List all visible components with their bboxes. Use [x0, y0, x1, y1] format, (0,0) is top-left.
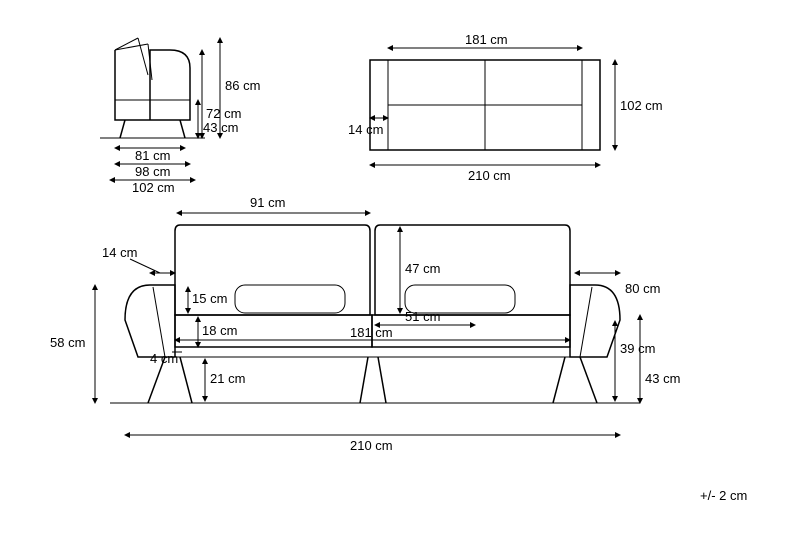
dim-side-h-total: 86 cm — [225, 78, 260, 93]
dim-top-d: 102 cm — [620, 98, 663, 113]
front-view: 91 cm 47 cm 51 cm 181 cm 210 cm 14 cm 15… — [50, 195, 680, 453]
dim-front-80: 80 cm — [625, 281, 660, 296]
top-view: 181 cm 210 cm 102 cm 14 cm — [348, 32, 663, 183]
dim-front-181: 181 cm — [350, 325, 393, 340]
dim-front-4: 4 cm — [150, 351, 178, 366]
dimension-diagram: 86 cm 72 cm 43 cm 81 cm 98 cm 102 cm 181… — [0, 0, 800, 533]
dim-front-21: 21 cm — [210, 371, 245, 386]
dim-front-39: 39 cm — [620, 341, 655, 356]
dim-top-outer: 210 cm — [468, 168, 511, 183]
dim-front-210: 210 cm — [350, 438, 393, 453]
dim-front-15: 15 cm — [192, 291, 227, 306]
dim-front-91: 91 cm — [250, 195, 285, 210]
dim-side-d2: 102 cm — [132, 180, 175, 195]
dim-front-14: 14 cm — [102, 245, 137, 260]
dim-side-d-seat: 81 cm — [135, 148, 170, 163]
dim-front-51: 51 cm — [405, 309, 440, 324]
dim-front-18: 18 cm — [202, 323, 237, 338]
dim-side-d1: 98 cm — [135, 164, 170, 179]
dim-front-58: 58 cm — [50, 335, 85, 350]
dim-top-inner: 181 cm — [465, 32, 508, 47]
dim-top-arm: 14 cm — [348, 122, 383, 137]
dim-front-43: 43 cm — [645, 371, 680, 386]
dim-side-h-back: 72 cm — [206, 106, 241, 121]
dim-side-h-seat: 43 cm — [203, 120, 238, 135]
dim-front-47: 47 cm — [405, 261, 440, 276]
tolerance-note: +/- 2 cm — [700, 488, 747, 503]
side-view: 86 cm 72 cm 43 cm 81 cm 98 cm 102 cm — [100, 38, 260, 195]
